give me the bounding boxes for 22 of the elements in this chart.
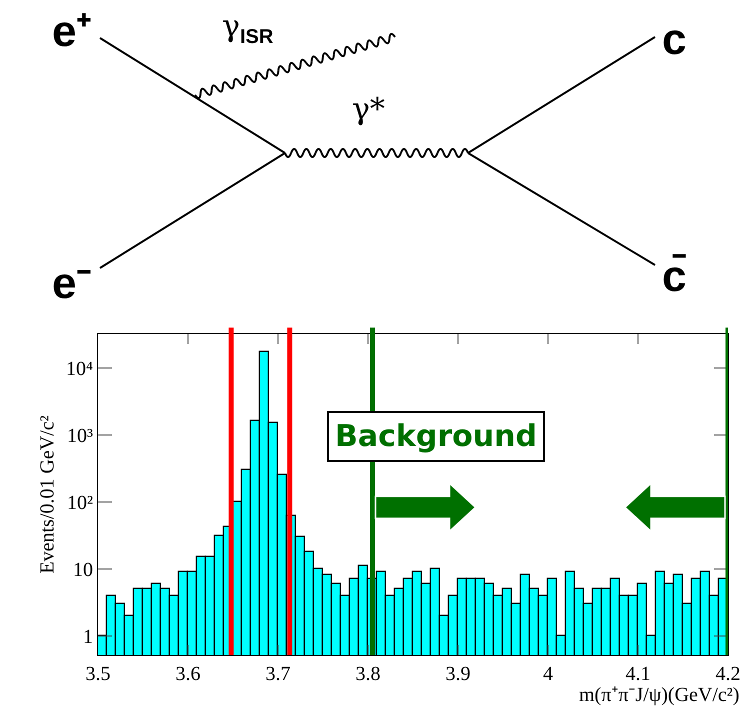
y-tick-label: 10⁴ — [66, 358, 94, 380]
annotation: Background — [335, 419, 537, 454]
x-tick-label: 4 — [543, 663, 553, 685]
x-tick-label: 3.7 — [266, 663, 290, 685]
text: γ* — [352, 92, 385, 127]
text: e⁺ — [52, 7, 92, 56]
x-axis-title: m(π⁺π⁻J/ψ)(GeV/c²) — [579, 684, 740, 706]
x-tick-label: 4.1 — [626, 663, 650, 685]
y-axis-title: Events/0.01 GeV/c² — [36, 415, 59, 574]
y-tick-label: 10 — [73, 558, 93, 581]
x-tick-label: 3.8 — [356, 663, 380, 685]
text: c — [662, 15, 686, 64]
text: c̄ — [662, 252, 686, 301]
x-tick-label: 3.5 — [86, 663, 110, 685]
x-tick-label: 4.2 — [716, 663, 740, 685]
y-tick-label: 10² — [67, 492, 93, 514]
x-tick-label: 3.6 — [176, 663, 200, 685]
text: γ$_{ISR}$ — [222, 9, 274, 48]
x-tick-label: 3.9 — [446, 663, 470, 685]
y-tick-label: 1 — [83, 626, 93, 648]
y-tick-label: 10³ — [67, 424, 93, 447]
text: e⁻ — [52, 259, 92, 308]
